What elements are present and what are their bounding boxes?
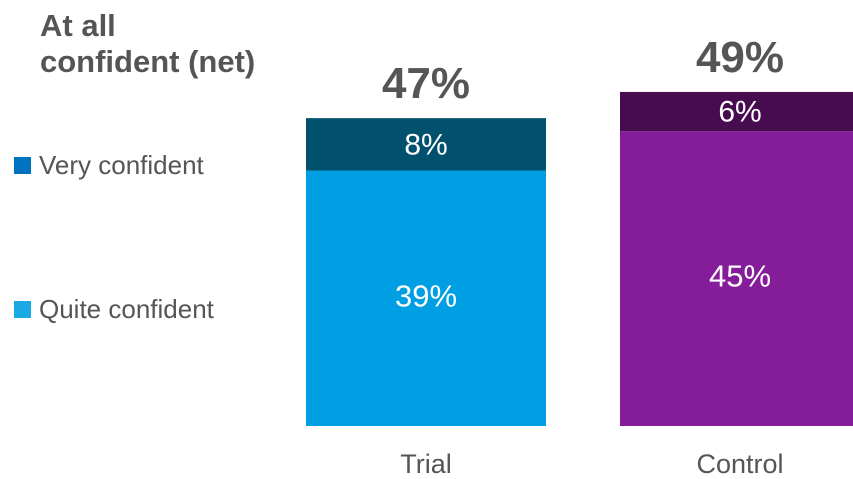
total-label-trial: 47% <box>382 59 470 108</box>
legend-swatch-very-confident <box>14 157 31 174</box>
chart-title: At all confident (net) <box>40 8 256 80</box>
bar-segment-control-quite-confident <box>620 131 853 426</box>
category-label-control: Control <box>696 449 783 479</box>
bar-segment-control-very-confident <box>620 91 853 132</box>
legend-quite-confident: Quite confident <box>14 294 214 325</box>
data-label-control-quite-confident: 45% <box>709 259 771 294</box>
bar-segment-trial-very-confident <box>306 118 546 171</box>
legend-very-confident: Very confident <box>14 150 204 181</box>
legend-swatch-quite-confident <box>14 301 31 318</box>
data-label-control-very-confident: 6% <box>718 96 761 129</box>
category-label-trial: Trial <box>400 449 452 479</box>
legend-label-quite-confident: Quite confident <box>39 294 214 324</box>
data-label-trial-very-confident: 8% <box>404 128 447 161</box>
legend-label-very-confident: Very confident <box>39 150 204 180</box>
data-label-trial-quite-confident: 39% <box>395 278 457 313</box>
bar-segment-trial-quite-confident <box>306 170 546 426</box>
total-label-control: 49% <box>696 33 784 82</box>
